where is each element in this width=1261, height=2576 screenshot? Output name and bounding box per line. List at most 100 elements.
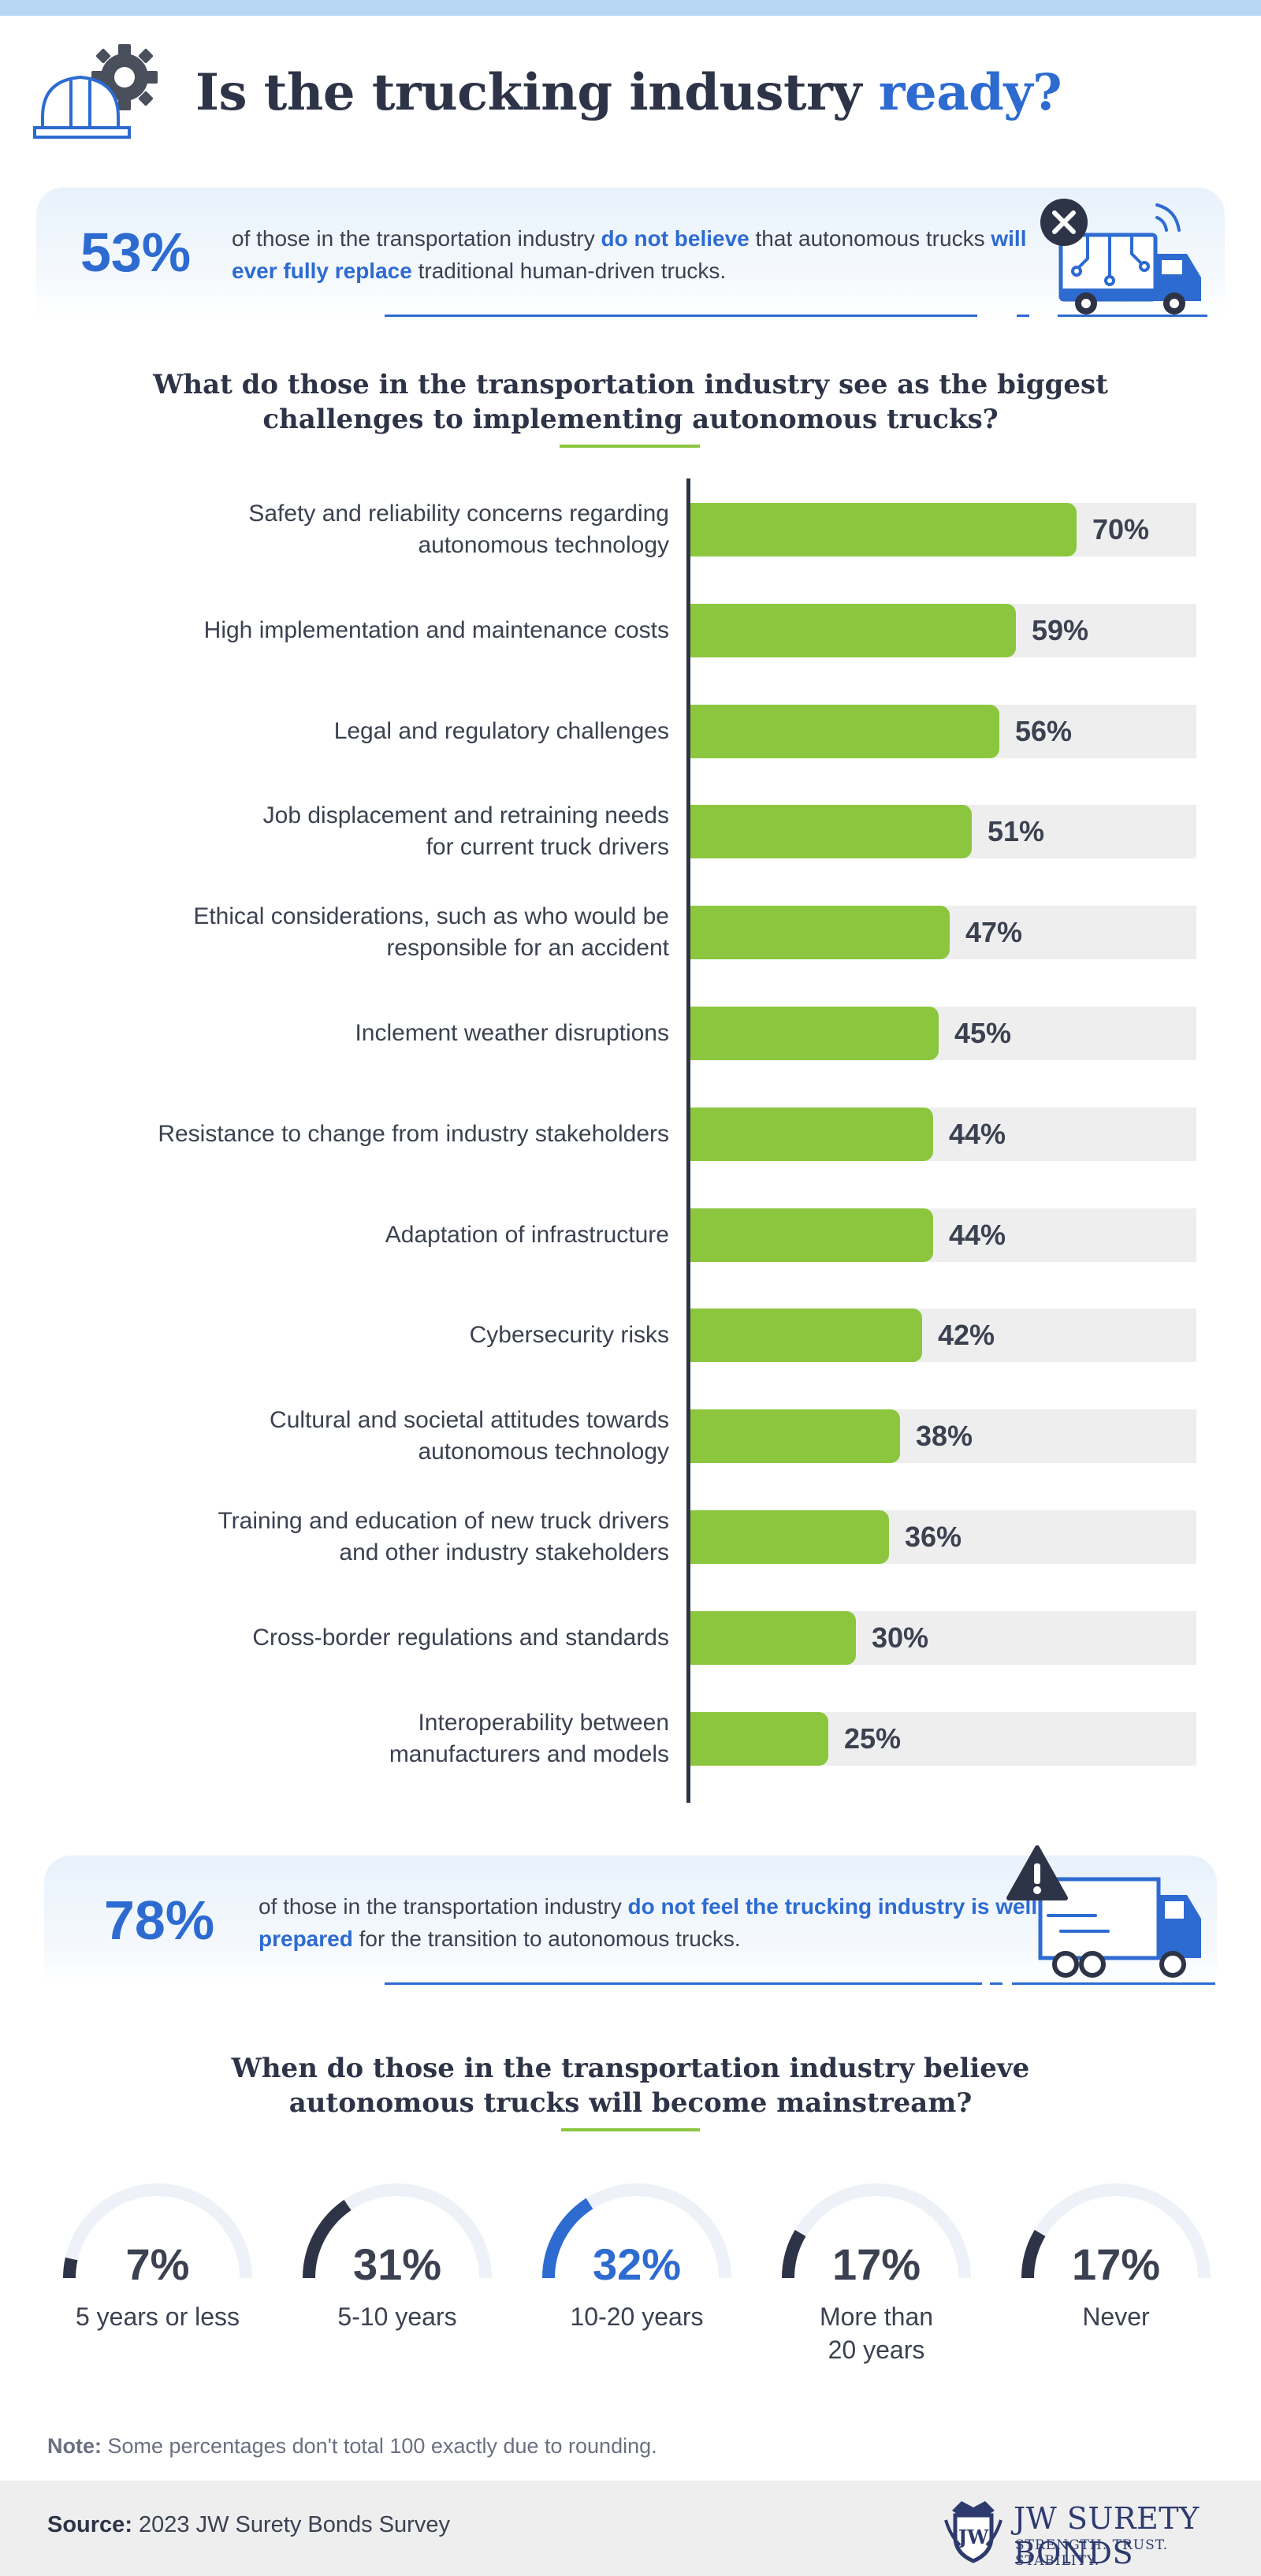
bar	[690, 503, 1077, 557]
bar	[690, 1308, 922, 1363]
bar-row: Cybersecurity risks 42%	[0, 1308, 1261, 1363]
bar-value-label: 30%	[872, 1621, 929, 1654]
bar-row: Job displacement and retraining needs for…	[0, 802, 1261, 861]
bar	[690, 603, 1016, 657]
autonomous-truck-icon	[1040, 199, 1201, 315]
gauge-category-label: 5 years or less	[75, 2302, 240, 2331]
bar	[690, 1610, 856, 1665]
gauge: 7% 5 years or less	[55, 2176, 260, 2331]
bar-label: Cybersecurity risks	[469, 1322, 669, 1349]
bar	[690, 1510, 889, 1564]
gauge-value-arc	[63, 2257, 78, 2279]
bar	[690, 805, 972, 859]
bar-label: High implementation and maintenance cost…	[203, 616, 669, 643]
callout-78: 78% of those in the transportation indus…	[44, 1856, 1217, 1986]
gauge-value-arc	[542, 2198, 593, 2279]
bar-label: Ethical considerations, such as who woul…	[193, 903, 669, 962]
bar	[690, 906, 950, 960]
warning-icon	[1006, 1845, 1068, 1900]
gauge-value-arc	[782, 2229, 806, 2279]
source-text: Source: 2023 JW Surety Bonds Survey	[47, 2512, 450, 2537]
signal-icon	[1155, 203, 1181, 232]
bar-label: Inclement weather disruptions	[355, 1020, 669, 1046]
gauge-value-label: 31%	[352, 2239, 442, 2289]
bar-value-label: 51%	[988, 815, 1045, 848]
bar-value-label: 45%	[954, 1017, 1012, 1049]
gauge-value-arc	[303, 2199, 352, 2279]
bar-value-label: 59%	[1032, 613, 1089, 646]
callout-value: 53%	[80, 221, 192, 283]
bar	[690, 704, 999, 758]
bar-row: Inclement weather disruptions 45%	[0, 1007, 1261, 1060]
gauge: 17% More than 20 years	[774, 2176, 979, 2364]
bar-label: Safety and reliability concerns regardin…	[248, 501, 669, 558]
bar-value-label: 47%	[965, 916, 1023, 949]
gauge: 32% 10-20 years	[534, 2176, 739, 2331]
bar-label: Legal and regulatory challenges	[333, 717, 669, 744]
hardhat-icon	[33, 75, 131, 139]
page-title: Is the trucking industry ready?	[195, 63, 1062, 122]
bar-value-label: 42%	[938, 1319, 995, 1352]
bar-label: Cross-border regulations and standards	[252, 1624, 669, 1651]
bar	[690, 1711, 828, 1766]
gauge-arc-chart	[782, 2183, 971, 2279]
callout-value: 78%	[104, 1889, 215, 1951]
bar-label: Training and education of new truck driv…	[218, 1508, 669, 1565]
gauge-category-label: 10-20 years	[570, 2302, 704, 2331]
title-underline	[560, 445, 700, 448]
gauge-value-arc	[1021, 2229, 1046, 2279]
bar-row: Legal and regulatory challenges 56%	[0, 704, 1261, 758]
bar-value-label: 25%	[844, 1722, 902, 1755]
brand-logo[interactable]: JW JW SURETY BONDS STRENGTH. TRUST. STAB…	[938, 2493, 1237, 2570]
gauge-arc-chart	[542, 2183, 731, 2279]
callout-rule	[385, 315, 977, 317]
bar	[690, 1208, 933, 1262]
gauge-value-label: 7%	[125, 2239, 190, 2289]
bar-row: High implementation and maintenance cost…	[0, 603, 1261, 657]
gauge-category-label: More than 20 years	[819, 2302, 934, 2364]
gauge-track	[63, 2183, 252, 2279]
bar	[690, 1007, 939, 1060]
hardhat-gear-icon	[33, 44, 158, 139]
title-underline	[561, 2128, 700, 2131]
bar	[690, 1409, 900, 1464]
callout-rule-truck	[1012, 1982, 1215, 1985]
bar-label: Job displacement and retraining needs for…	[262, 802, 669, 861]
chart-axis	[686, 478, 690, 1803]
gauge: 17% Never	[1014, 2176, 1218, 2331]
bar-label: Cultural and societal attitudes towards a…	[270, 1407, 669, 1465]
callout-rule-short	[990, 1982, 1002, 1985]
gauge-section-title: When do those in the transportation indu…	[231, 2053, 1030, 2119]
bar-row: Interoperability between manufacturers an…	[0, 1710, 1261, 1767]
bar-value-label: 44%	[949, 1117, 1006, 1150]
bar-value-label: 38%	[916, 1420, 973, 1453]
shield-logo-icon: JW	[944, 2501, 1002, 2563]
gauge: 31% 5-10 years	[295, 2176, 500, 2331]
bar-label: Adaptation of infrastructure	[385, 1221, 669, 1248]
callout-text: of those in the transportation industry …	[232, 226, 1027, 283]
gauge-arc-chart	[303, 2183, 492, 2279]
bar-value-label: 70%	[1092, 513, 1150, 545]
brand-monogram: JW	[957, 2526, 989, 2548]
callout-rule-short	[1017, 315, 1029, 317]
bar-row: Adaptation of infrastructure 44%	[0, 1208, 1261, 1262]
bar-value-label: 44%	[949, 1218, 1006, 1251]
callout-rule	[385, 1982, 982, 1985]
brand-name: JW SURETY BONDS	[1014, 2501, 1200, 2570]
bar-row: Safety and reliability concerns regardin…	[0, 501, 1261, 558]
callout-text: of those in the transportation industry …	[259, 1894, 1038, 1951]
bar-row: Cross-border regulations and standards 30…	[0, 1610, 1261, 1665]
gauge-category-label: 5-10 years	[337, 2302, 457, 2331]
brand-tagline: STRENGTH. TRUST. STABILITY.	[1015, 2537, 1168, 2569]
top-accent-bar	[0, 0, 1261, 16]
footer: Source: 2023 JW Surety Bonds Survey JW J…	[0, 2481, 1261, 2576]
bar-value-label: 36%	[905, 1521, 962, 1553]
gauge-value-label: 17%	[1071, 2239, 1161, 2289]
chart-title: What do those in the transportation indu…	[153, 369, 1108, 435]
bar-row: Cultural and societal attitudes towards a…	[0, 1407, 1261, 1465]
bar	[690, 1107, 933, 1161]
bar-row: Resistance to change from industry stake…	[0, 1107, 1261, 1161]
gauge-value-label: 32%	[592, 2239, 682, 2289]
footnote: Note: Some percentages don't total 100 e…	[47, 2434, 657, 2458]
bar-label: Resistance to change from industry stake…	[158, 1120, 669, 1147]
